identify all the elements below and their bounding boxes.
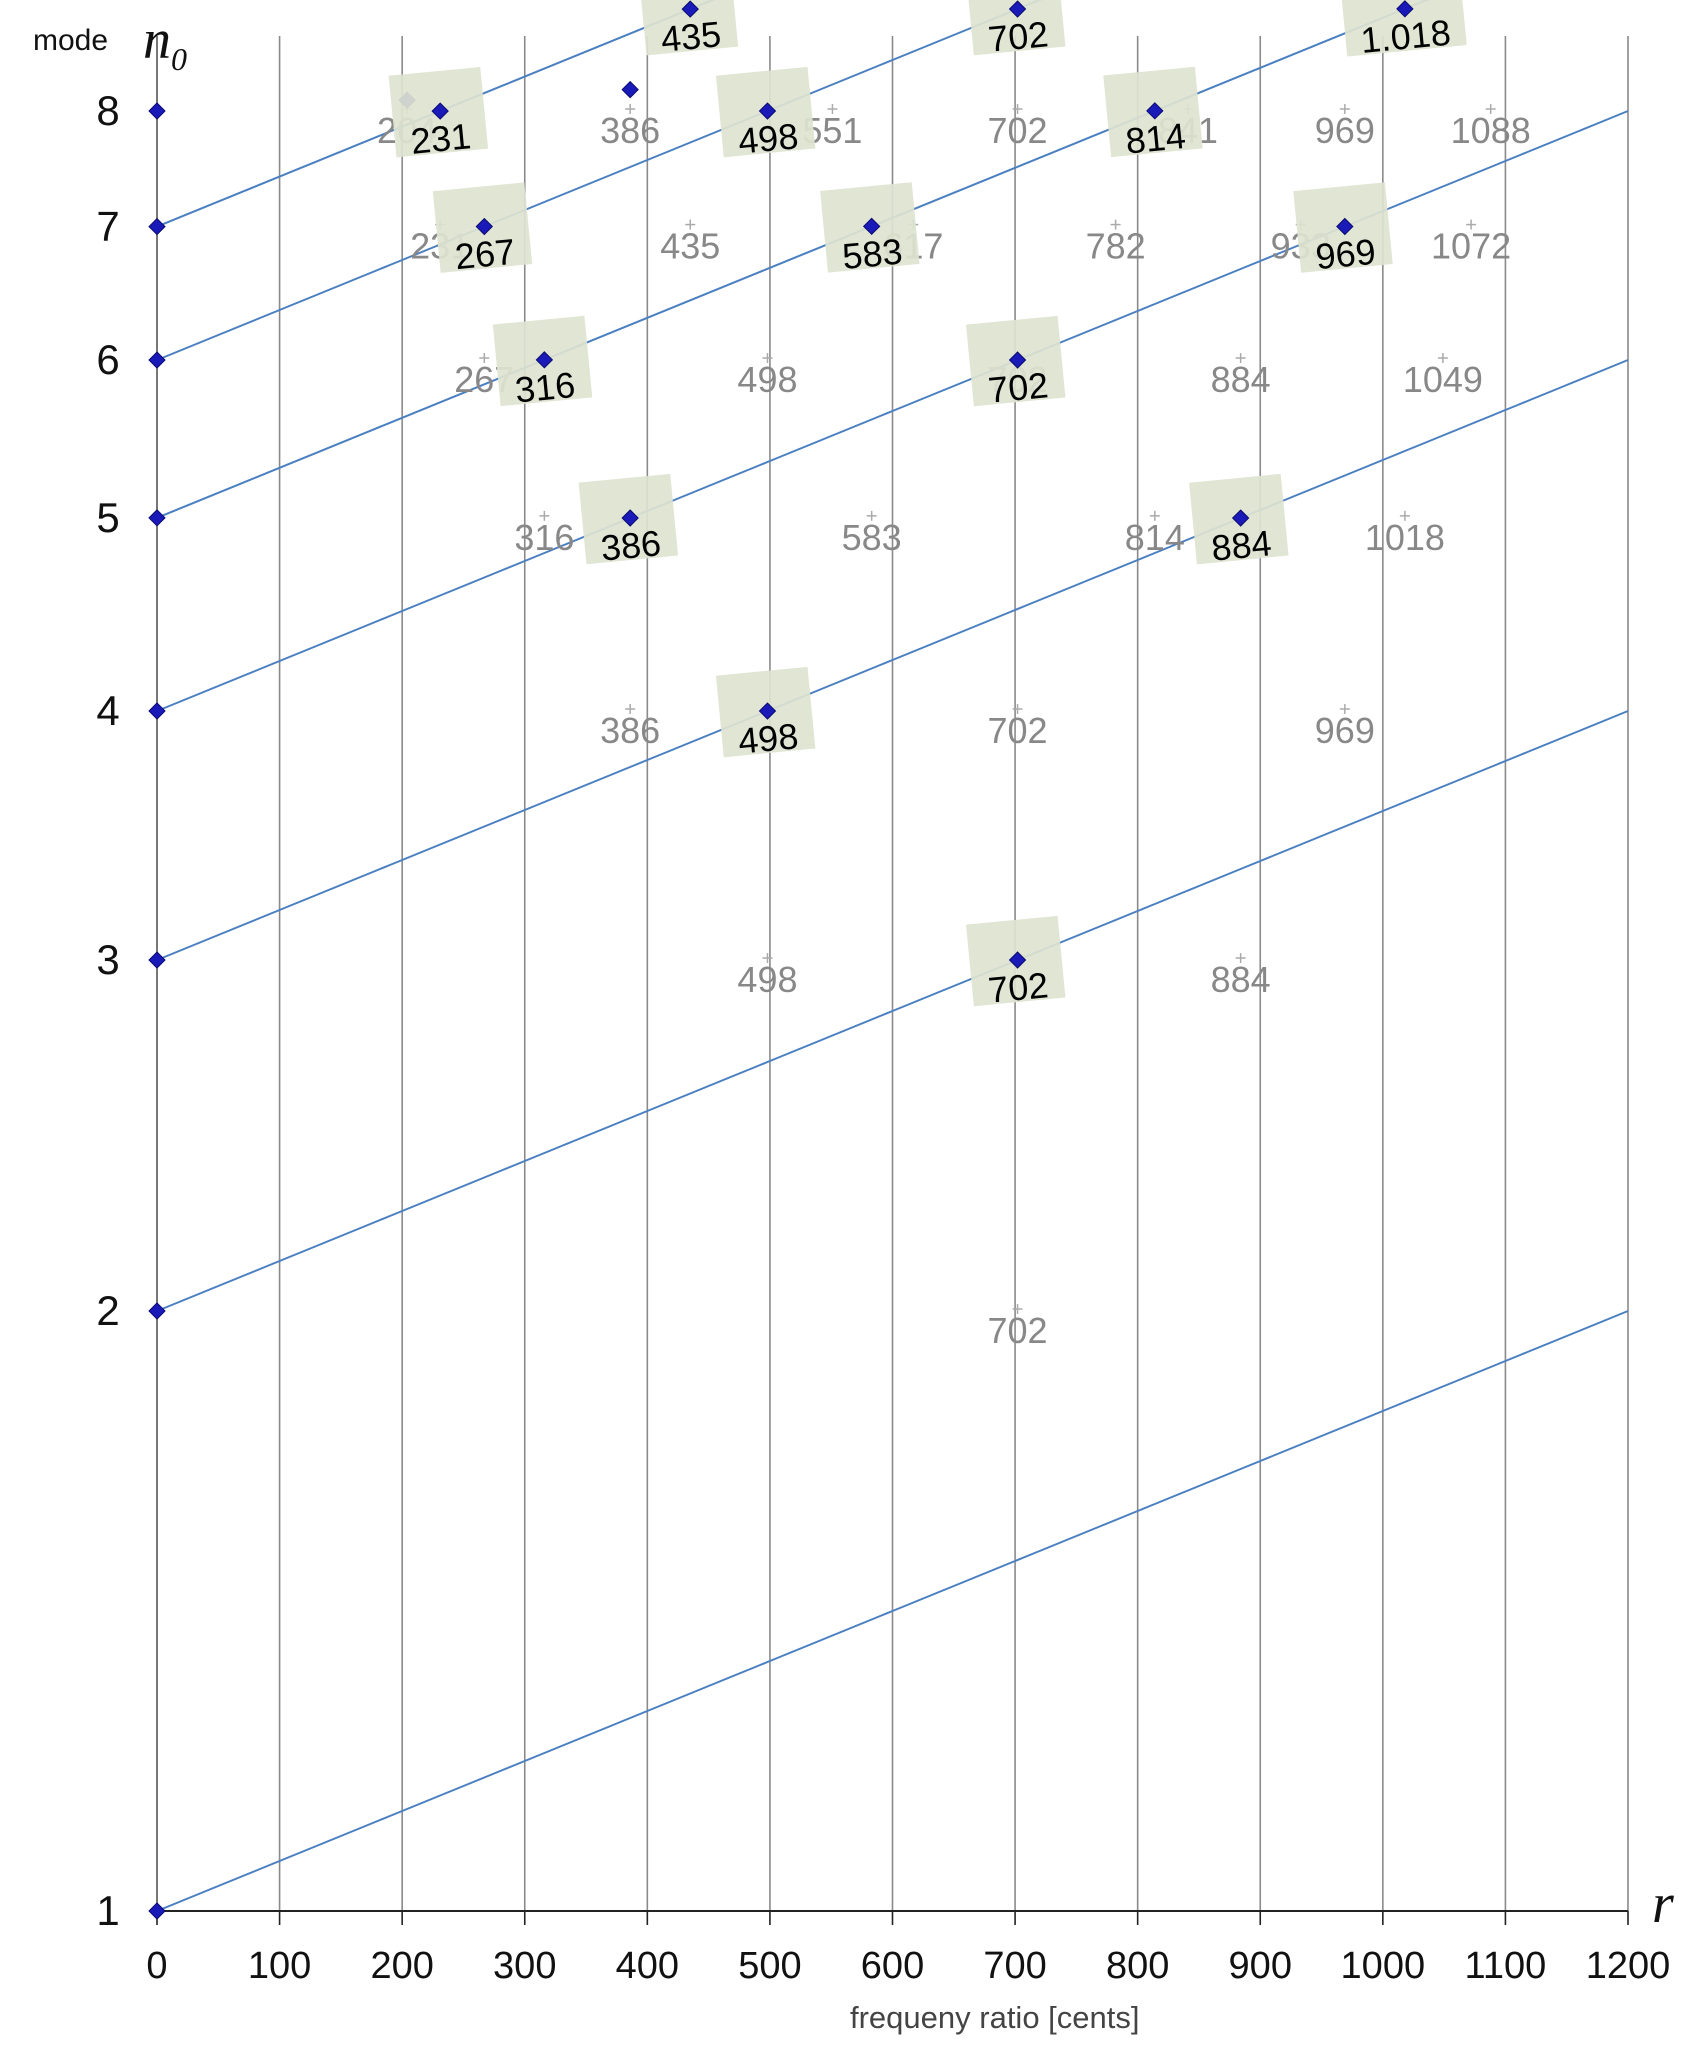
point-label: 498 [736, 115, 800, 162]
point-label: 884 [1209, 522, 1273, 569]
mode-curve-2 [156, 710, 1629, 1312]
data-point [431, 102, 449, 120]
point-label-group: 316 [492, 315, 593, 411]
point-label: 498 [736, 715, 800, 762]
reference-label: 498 [737, 359, 797, 400]
reference-label: 1018 [1365, 517, 1445, 558]
data-point [621, 80, 639, 99]
x-tick-label: 300 [493, 1945, 556, 1987]
y-tick-label: 6 [96, 336, 119, 383]
reference-label: 435 [660, 226, 720, 267]
point-label: 583 [841, 231, 905, 278]
point-label: 316 [513, 364, 577, 411]
point-label: 702 [986, 13, 1050, 60]
reference-label: 1088 [1451, 110, 1531, 151]
point-label: 969 [1314, 231, 1378, 278]
x-tick-label: 1100 [1465, 1945, 1547, 1987]
point-label: 702 [986, 964, 1050, 1011]
data-point [1008, 351, 1027, 369]
point-label: 231 [409, 115, 473, 162]
reference-label: 386 [600, 110, 660, 151]
y-tick-label: 1 [96, 1887, 119, 1934]
y-tick-label: 4 [96, 687, 119, 734]
y-tick-label: 5 [96, 494, 119, 541]
reference-label: 782 [1086, 226, 1146, 267]
y-tick-label: 7 [96, 203, 119, 250]
data-point [1336, 217, 1354, 236]
x-tick-label: 800 [1106, 1945, 1169, 1987]
reference-label: 316 [514, 517, 574, 558]
axis-marker [148, 217, 166, 236]
reference-label: 386 [600, 710, 660, 751]
axis-marker [148, 351, 166, 369]
x-tick-label: 700 [983, 1945, 1046, 1987]
data-point [535, 351, 554, 369]
point-label: 814 [1124, 115, 1188, 162]
reference-label: 884 [1211, 359, 1271, 400]
axis-marker [148, 951, 166, 969]
x-tick-label: 100 [248, 1945, 311, 1987]
data-point [1146, 102, 1164, 120]
reference-label: 1049 [1403, 359, 1483, 400]
reference-label: 1072 [1431, 226, 1511, 267]
data-point [862, 217, 881, 236]
reference-label: 583 [842, 517, 902, 558]
reference-label: 884 [1211, 959, 1271, 1000]
y-tick-label: 8 [96, 87, 119, 134]
x-axis-title: frequeny ratio [cents] [850, 2000, 1140, 2035]
data-point [1008, 951, 1027, 969]
axis-marker [148, 1302, 166, 1320]
x-axis-symbol: r [1652, 1873, 1674, 1935]
axis-marker [148, 102, 166, 120]
data-point [758, 702, 777, 720]
point-label: 1.018 [1359, 12, 1453, 61]
point-label: 702 [986, 364, 1050, 411]
data-point [1396, 0, 1414, 18]
mode-curve-1 [156, 1310, 1629, 1912]
x-tick-label: 1200 [1586, 1945, 1671, 1987]
x-tick-label: 600 [861, 1945, 924, 1987]
reference-label: 498 [737, 959, 797, 1000]
x-tick-label: 500 [738, 1945, 801, 1987]
data-point [1008, 0, 1027, 18]
mode-curve-6 [156, 0, 1043, 361]
y-axis-symbol-subscript: 0 [171, 41, 187, 78]
y-tick-label: 3 [96, 936, 119, 983]
y-axis-prefix: mode [33, 24, 109, 57]
reference-label: 969 [1315, 710, 1375, 751]
x-tick-label: 200 [370, 1945, 433, 1987]
point-label: 386 [599, 522, 663, 569]
axis-marker [148, 1902, 166, 1920]
reference-label: 702 [987, 1310, 1047, 1351]
y-tick-label: 2 [96, 1287, 119, 1334]
point-label: 435 [659, 13, 723, 60]
reference-label: 702 [987, 710, 1047, 751]
data-point [758, 102, 777, 120]
axis-marker [148, 702, 166, 720]
reference-label: 814 [1125, 517, 1185, 558]
data-point [681, 0, 699, 18]
x-tick-label: 900 [1229, 1945, 1292, 1987]
data-point [475, 217, 494, 236]
x-tick-label: 0 [146, 1945, 167, 1987]
x-tick-label: 1000 [1341, 1945, 1426, 1987]
data-point [621, 509, 639, 527]
x-tick-label: 400 [616, 1945, 679, 1987]
axis-marker [148, 509, 166, 527]
data-point [1231, 509, 1250, 527]
reference-label: 969 [1315, 110, 1375, 151]
mode-curve-3 [156, 359, 1629, 961]
point-label: 267 [453, 231, 517, 278]
reference-label: 702 [987, 110, 1047, 151]
